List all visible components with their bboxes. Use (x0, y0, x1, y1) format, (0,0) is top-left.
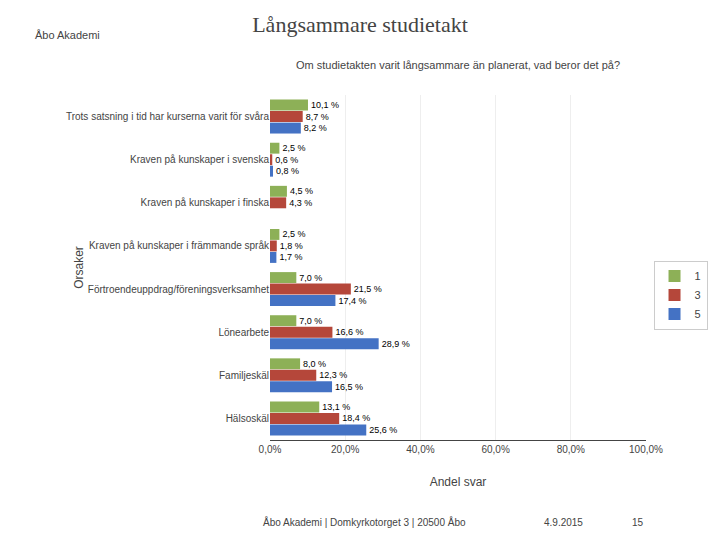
svg-text:1,7 %: 1,7 % (279, 252, 302, 262)
svg-text:2,5 %: 2,5 % (282, 143, 305, 153)
svg-text:7,0 %: 7,0 % (299, 273, 322, 283)
svg-text:80,0%: 80,0% (557, 444, 585, 455)
svg-text:13,1 %: 13,1 % (322, 402, 350, 412)
svg-text:Familjeskäl: Familjeskäl (219, 370, 269, 381)
svg-text:Kraven på kunskaper i finska: Kraven på kunskaper i finska (141, 197, 270, 208)
svg-text:2,5 %: 2,5 % (282, 229, 305, 239)
svg-text:Åbo Akademi | Domkyrkotorget 3: Åbo Akademi | Domkyrkotorget 3 | 20500 Å… (263, 516, 466, 528)
svg-text:25,6 %: 25,6 % (369, 425, 397, 435)
svg-text:Åbo Akademi: Åbo Akademi (35, 29, 100, 41)
svg-text:Om studietakten varit långsamm: Om studietakten varit långsammare än pla… (296, 59, 620, 71)
svg-text:0,6 %: 0,6 % (275, 155, 298, 165)
svg-text:4.9.2015: 4.9.2015 (544, 517, 583, 528)
svg-text:Förtroendeuppdrag/föreningsver: Förtroendeuppdrag/föreningsverksamhet (88, 284, 269, 295)
svg-text:Andel svar: Andel svar (430, 475, 487, 489)
svg-text:4,5 %: 4,5 % (290, 186, 313, 196)
svg-text:40,0%: 40,0% (406, 444, 434, 455)
svg-text:10,1 %: 10,1 % (311, 100, 339, 110)
svg-text:8,7 %: 8,7 % (306, 112, 329, 122)
svg-text:17,4 %: 17,4 % (338, 296, 366, 306)
svg-text:20,0%: 20,0% (331, 444, 359, 455)
svg-text:Långsammare studietakt: Långsammare studietakt (252, 12, 468, 37)
svg-text:Hälsoskäl: Hälsoskäl (226, 413, 269, 424)
svg-text:18,4 %: 18,4 % (342, 413, 370, 423)
svg-text:100,0%: 100,0% (629, 444, 663, 455)
svg-text:Lönearbete: Lönearbete (218, 327, 269, 338)
svg-text:Kraven på kunskaper i svenska: Kraven på kunskaper i svenska (130, 154, 269, 165)
svg-text:4,3 %: 4,3 % (289, 198, 312, 208)
svg-text:21,5 %: 21,5 % (354, 284, 382, 294)
svg-text:12,3 %: 12,3 % (319, 370, 347, 380)
svg-text:Orsaker: Orsaker (72, 246, 86, 289)
svg-text:1: 1 (695, 270, 701, 282)
svg-text:16,6 %: 16,6 % (335, 327, 363, 337)
svg-text:Kraven på kunskaper i främmand: Kraven på kunskaper i främmande språk (89, 240, 270, 251)
svg-text:60,0%: 60,0% (481, 444, 509, 455)
svg-text:28,9 %: 28,9 % (382, 339, 410, 349)
svg-text:0,8 %: 0,8 % (276, 166, 299, 176)
svg-text:8,0 %: 8,0 % (303, 359, 326, 369)
svg-text:8,2 %: 8,2 % (304, 123, 327, 133)
svg-text:16,5 %: 16,5 % (335, 382, 363, 392)
svg-text:15: 15 (632, 517, 644, 528)
svg-text:3: 3 (695, 289, 701, 301)
svg-text:0,0%: 0,0% (259, 444, 282, 455)
svg-text:7,0 %: 7,0 % (299, 316, 322, 326)
svg-text:1,8 %: 1,8 % (280, 241, 303, 251)
svg-text:Trots satsning i tid har kurse: Trots satsning i tid har kurserna varit … (66, 111, 269, 122)
svg-text:5: 5 (695, 308, 701, 320)
